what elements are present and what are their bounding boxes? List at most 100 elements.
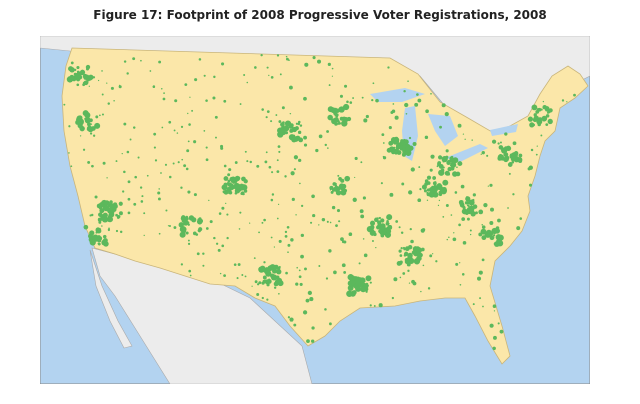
registration-dot <box>133 126 136 129</box>
registration-dot <box>89 230 95 236</box>
registration-dot <box>278 150 281 153</box>
registration-dot <box>196 252 200 256</box>
registration-dot <box>321 217 326 222</box>
registration-dot <box>228 168 232 172</box>
registration-dot <box>389 192 394 197</box>
registration-dot <box>273 281 279 287</box>
registration-dot <box>265 151 268 154</box>
registration-dot <box>339 116 344 121</box>
registration-dot <box>459 202 463 206</box>
registration-dot <box>215 136 217 139</box>
registration-dot <box>189 274 192 277</box>
registration-dot <box>315 148 319 153</box>
registration-dot <box>146 174 149 177</box>
registration-dot <box>167 225 170 227</box>
registration-dot <box>393 146 396 149</box>
registration-dot <box>469 233 472 236</box>
registration-dot <box>341 120 348 127</box>
registration-dot <box>414 102 419 107</box>
registration-dot <box>158 188 160 190</box>
registration-dot <box>184 216 189 222</box>
registration-dot <box>143 212 146 215</box>
registration-dot <box>337 121 341 124</box>
registration-dot <box>99 114 101 117</box>
registration-dot <box>373 305 376 307</box>
registration-dot <box>165 209 168 212</box>
registration-dot <box>426 191 429 195</box>
registration-dot <box>340 237 344 241</box>
registration-dot <box>82 148 86 151</box>
registration-dot <box>187 239 190 242</box>
registration-dot <box>249 160 252 164</box>
registration-dot <box>113 100 115 102</box>
registration-dot <box>408 190 413 195</box>
registration-dot <box>318 134 323 139</box>
registration-dot <box>237 263 241 266</box>
registration-dot <box>431 253 434 255</box>
registration-dot <box>76 70 80 74</box>
registration-dot <box>219 272 222 275</box>
registration-dot <box>438 199 441 202</box>
registration-dot <box>187 112 189 115</box>
registration-dot <box>174 99 178 103</box>
registration-dot <box>493 310 496 312</box>
registration-dot <box>122 190 125 193</box>
registration-dot <box>160 87 163 90</box>
registration-dot <box>327 62 331 67</box>
registration-dot <box>82 83 86 87</box>
registration-dot <box>512 141 517 146</box>
registration-dot <box>399 276 402 279</box>
map <box>40 36 590 384</box>
registration-dot <box>289 112 292 115</box>
registration-dot <box>226 181 230 185</box>
registration-dot <box>162 97 166 101</box>
registration-dot <box>177 161 180 164</box>
registration-dot <box>161 126 164 129</box>
registration-dot <box>413 258 421 265</box>
registration-dot <box>381 133 385 137</box>
registration-dot <box>331 75 334 77</box>
registration-dot <box>463 209 467 213</box>
registration-dot <box>221 206 225 210</box>
registration-dot <box>101 70 103 72</box>
registration-dot <box>452 237 457 242</box>
registration-dot <box>386 220 389 223</box>
registration-dot <box>441 103 446 108</box>
registration-dot <box>362 238 365 240</box>
registration-dot <box>349 279 356 286</box>
registration-dot <box>512 193 515 196</box>
registration-dot <box>508 172 511 175</box>
registration-dot <box>481 258 485 262</box>
registration-dot <box>223 274 226 278</box>
registration-dot <box>68 125 71 128</box>
registration-dot <box>385 221 390 226</box>
registration-dot <box>484 233 489 237</box>
registration-dot <box>329 221 332 224</box>
registration-dot <box>163 92 165 95</box>
registration-dot <box>79 69 86 75</box>
registration-dot <box>544 106 550 111</box>
registration-dot <box>180 263 184 266</box>
registration-dot <box>349 101 353 104</box>
registration-dot <box>369 281 372 284</box>
registration-dot <box>284 230 288 234</box>
registration-dot <box>503 153 507 157</box>
registration-dot <box>493 234 496 237</box>
registration-dot <box>388 223 390 225</box>
registration-dot <box>83 224 89 230</box>
registration-dot <box>99 208 105 214</box>
registration-dot <box>407 80 409 82</box>
registration-dot <box>532 117 538 123</box>
registration-dot <box>312 56 316 60</box>
registration-dot <box>262 269 266 273</box>
registration-dot <box>426 175 432 180</box>
registration-dot <box>240 192 244 195</box>
registration-footprint <box>63 54 576 351</box>
registration-dot <box>375 98 379 103</box>
registration-dot <box>173 129 176 132</box>
registration-dot <box>438 192 443 197</box>
registration-dot <box>446 172 451 176</box>
registration-dot <box>458 223 461 227</box>
registration-dot <box>467 204 470 208</box>
registration-dot <box>422 264 425 267</box>
